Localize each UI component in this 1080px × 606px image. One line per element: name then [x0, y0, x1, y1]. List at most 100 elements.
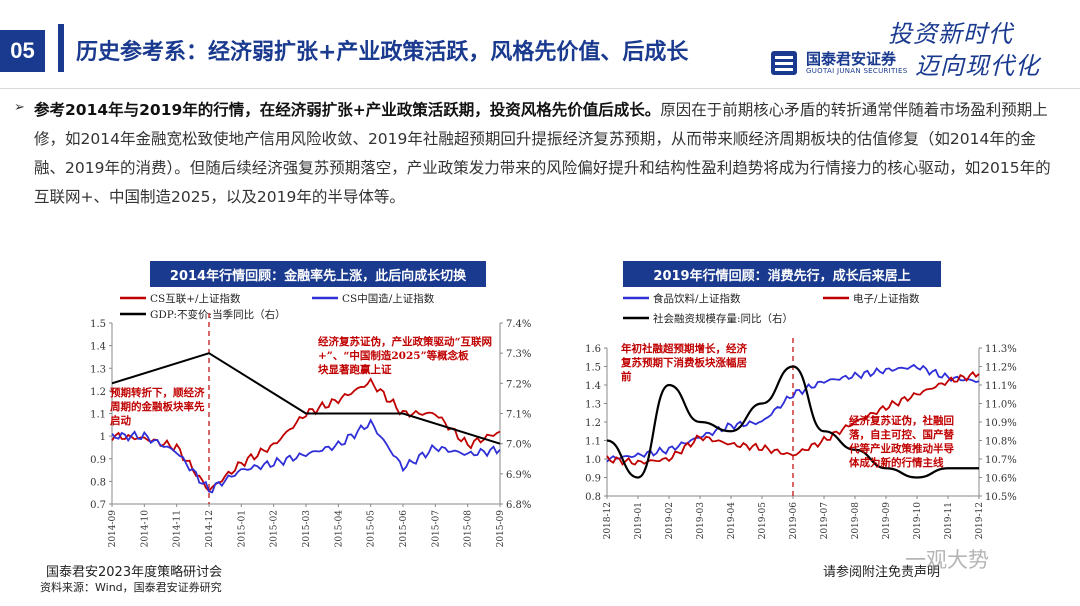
bullet-arrow-icon: ➢ [14, 100, 25, 115]
y-left-tick-label: 0.8 [90, 477, 106, 488]
section-number: 05 [0, 30, 45, 72]
legend-label-0: CS互联+/上证指数 [150, 292, 241, 305]
series-line-0 [606, 363, 980, 463]
legend-label-1: CS中国造/上证指数 [342, 292, 435, 305]
y-left-tick-label: 1.3 [585, 400, 601, 411]
x-tick-label: 2014-11 [173, 510, 183, 547]
x-tick-label: 2019-01 [634, 502, 644, 539]
y-left-tick-label: 1.1 [90, 410, 106, 421]
body-bold-lead: 参考2014年与2019年的行情，在经济弱扩张+产业政策活跃期，投资风格先价值后… [34, 101, 661, 119]
annotation-text-0: 启动 [110, 414, 131, 427]
chart-2014: 0.7 0.8 0.9 1 1.1 1.2 1.3 1.4 1.5 6.8% 6.9% 7.0% 7.1… [90, 292, 531, 548]
x-tick-label: 2019-09 [882, 502, 892, 540]
x-tick-label: 2018-12 [603, 502, 613, 539]
legend-label-2: GDP:不变价:当季同比（右） [150, 308, 286, 321]
logo-mark-icon [771, 51, 797, 75]
x-tick-label: 2014-09 [108, 510, 118, 548]
x-tick-label: 2019-07 [820, 502, 830, 540]
y-right-tick-label: 11.1% [985, 381, 1017, 392]
page-title: 历史参考系：经济弱扩张+产业政策活跃，风格先价值、后成长 [76, 40, 689, 65]
watermark: 一观大势 [905, 548, 989, 572]
x-tick-label: 2014-10 [140, 510, 150, 548]
y-left-tick-label: 1.2 [585, 418, 601, 429]
y-left-tick-label: 1.2 [90, 387, 106, 398]
y-right-tick-label: 11.3% [985, 344, 1017, 355]
y-right-tick-label: 10.5% [985, 492, 1017, 503]
series-line-1 [111, 418, 501, 494]
x-tick-label: 2019-04 [727, 502, 737, 540]
y-left-tick-label: 0.8 [585, 492, 601, 503]
logo-name-cn: 国泰君安证券 [806, 50, 897, 68]
y-left-tick-label: 1.0 [585, 455, 601, 466]
x-tick-label: 2015-03 [302, 510, 312, 548]
chart-2019: 0.8 0.9 1.0 1.1 1.2 1.3 1.4 1.5 1.6 10.5% 10.6% 10.… [585, 292, 1017, 540]
body-paragraph: 参考2014年与2019年的行情，在经济弱扩张+产业政策活跃期，投资风格先价值后… [34, 96, 1064, 212]
annotation-text-1: 经济复苏证伪，产业政策驱动“互联网 [318, 335, 492, 348]
series-line-1 [606, 370, 980, 466]
y-right-tick-label: 7.0% [506, 440, 531, 451]
legend-label-2: 社会融资规模存量:同比（右） [653, 312, 793, 325]
y-left-tick-label: 1.5 [585, 363, 601, 374]
y-right-tick-label: 7.4% [506, 319, 531, 330]
annotation-text-1: 块显著跑赢上证 [318, 363, 392, 376]
x-tick-label: 2019-08 [851, 502, 861, 540]
annotation-text-1: 代等产业政策推动半导 [848, 442, 954, 455]
y-left-tick-label: 1.5 [90, 319, 106, 330]
x-tick-label: 2015-09 [496, 510, 506, 548]
company-logo: 国泰君安证券 GUOTAI JUNAN SECURITIES [770, 48, 910, 80]
y-right-tick-label: 11.0% [985, 400, 1017, 411]
slogan-line-1: 投资新时代 [888, 20, 1013, 48]
annotation-text-0: 周期的金融板块率先 [110, 400, 205, 413]
x-tick-label: 2015-05 [367, 510, 377, 548]
annotation-text-1: 体成为新的行情主线 [849, 456, 944, 469]
footer-disclaimer: 请参阅附注免责声明 [823, 565, 941, 580]
x-tick-label: 2015-06 [399, 510, 409, 548]
y-left-tick-label: 1 [100, 432, 106, 443]
body-text: 原因在于前期核心矛盾的转折通常伴随着市场盈利预期上修，如2014年金融宽松致使地… [34, 101, 1051, 206]
footer-event: 国泰君安2023年度策略研讨会 [46, 565, 223, 580]
annotation-text-0: 预期转折下，顺经济 [110, 386, 205, 399]
series-line-2 [606, 365, 979, 479]
x-tick-label: 2019-02 [665, 502, 675, 539]
logo-name-en: GUOTAI JUNAN SECURITIES [806, 67, 908, 75]
y-left-tick-label: 0.7 [90, 500, 106, 511]
chart1-title: 2014年行情回顾：金融率先上涨，此后向成长切换 [150, 261, 486, 287]
annotation-text-0: 复苏预期下消费板块涨幅居 [620, 356, 747, 369]
annotation-text-1: 经济复苏证伪，社融回 [849, 414, 954, 427]
x-tick-label: 2015-02 [270, 510, 280, 547]
x-tick-label: 2019-11 [944, 502, 954, 539]
x-tick-label: 2014-12 [205, 510, 215, 547]
legend-label-1: 电子/上证指数 [853, 292, 920, 305]
chart2-title: 2019年行情回顾：消费先行，成长后来居上 [623, 261, 941, 287]
y-right-tick-label: 10.9% [985, 418, 1017, 429]
annotation-text-0: 年初社融超预期增长，经济 [621, 342, 747, 355]
slogan-line-2: 迈向现代化 [915, 52, 1040, 80]
y-right-tick-label: 7.1% [506, 410, 531, 421]
y-right-tick-label: 6.8% [506, 500, 531, 511]
x-tick-label: 2015-04 [334, 510, 344, 548]
header-divider [0, 88, 1080, 89]
y-left-tick-label: 1.3 [90, 364, 106, 375]
annotation-text-1: +”、“中国制造2025”等概念板 [318, 349, 469, 362]
x-tick-label: 2019-10 [913, 502, 923, 540]
footer-source: 资料来源：Wind，国泰君安证券研究 [40, 581, 222, 594]
y-right-tick-label: 7.2% [506, 379, 531, 390]
y-left-tick-label: 0.9 [585, 474, 601, 485]
x-tick-label: 2019-05 [758, 502, 768, 540]
y-left-tick-label: 1.6 [585, 344, 601, 355]
annotation-text-0: 前 [621, 370, 632, 383]
y-right-tick-label: 10.7% [985, 455, 1017, 466]
y-right-tick-label: 10.6% [985, 474, 1017, 485]
y-right-tick-label: 7.3% [506, 349, 531, 360]
y-right-tick-label: 11.2% [985, 363, 1017, 374]
y-left-tick-label: 0.9 [90, 455, 106, 466]
y-left-tick-label: 1.4 [90, 342, 106, 353]
x-tick-label: 2019-03 [696, 502, 706, 540]
x-tick-label: 2015-08 [464, 510, 474, 548]
series-line-0 [111, 377, 501, 493]
y-right-tick-label: 10.8% [985, 437, 1017, 448]
annotation-text-1: 落，自主可控、国产替 [849, 428, 954, 441]
y-right-tick-label: 6.9% [506, 470, 531, 481]
x-tick-label: 2019-06 [789, 502, 799, 540]
